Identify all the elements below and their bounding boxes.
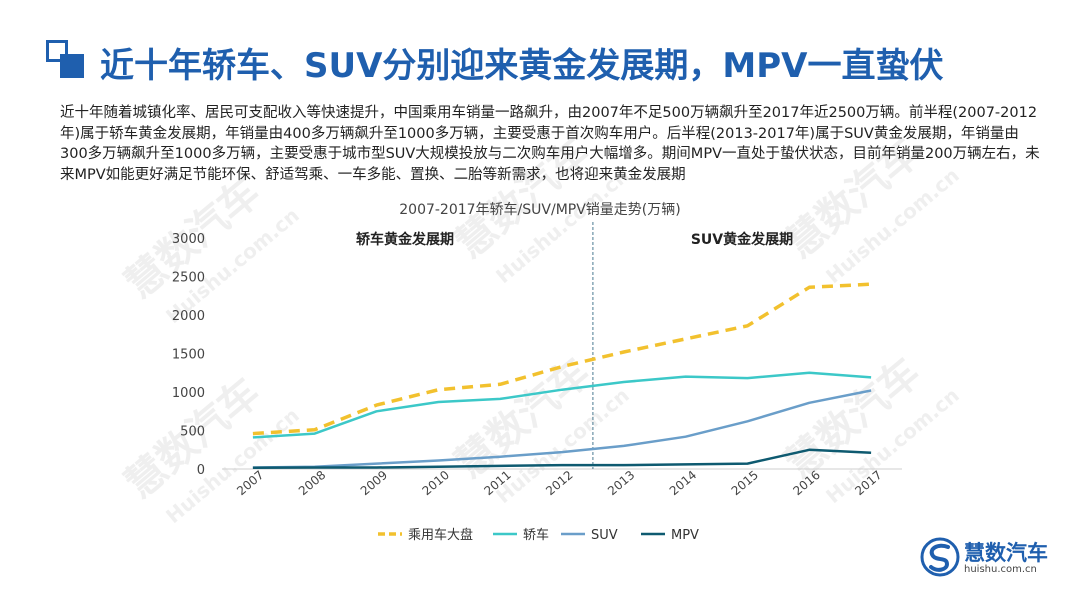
x-tick-label: 2008 — [296, 468, 328, 498]
series-line-SUV — [252, 389, 872, 469]
x-tick-label: 2013 — [605, 468, 637, 498]
legend-label-SUV: SUV — [591, 528, 618, 543]
x-tick-label: 2014 — [667, 468, 699, 498]
legend-label-乘用车大盘: 乘用车大盘 — [408, 527, 473, 543]
chart-title: 2007-2017年轿车/SUV/MPV销量走势(万辆) — [399, 202, 681, 218]
x-tick-label: 2009 — [358, 468, 390, 498]
y-tick-label: 2500 — [172, 271, 205, 286]
legend-label-轿车: 轿车 — [523, 527, 549, 543]
series-line-MPV — [252, 448, 872, 470]
intro-paragraph: 近十年随着城镇化率、居民可支配收入等快速提升，中国乘用车销量一路飙升，由2007… — [60, 105, 1040, 183]
logo-mark-icon — [920, 537, 960, 577]
y-tick-label: 1000 — [172, 386, 205, 401]
y-tick-label: 2000 — [172, 309, 205, 324]
x-tick-label: 2010 — [420, 468, 452, 498]
y-tick-label: 0 — [197, 463, 205, 478]
x-tick-label: 2015 — [729, 468, 761, 498]
logo-url: huishu.com.cn — [964, 564, 1037, 575]
brand-logo: 慧数汽车 huishu.com.cn — [920, 533, 1060, 583]
y-tick-label: 3000 — [172, 232, 205, 247]
title-icon — [46, 40, 90, 84]
logo-name: 慧数汽车 — [964, 541, 1048, 565]
page-title: 近十年轿车、SUV分别迎来黄金发展期，MPV一直蛰伏 — [100, 46, 944, 86]
series-line-乘用车大盘 — [252, 282, 872, 436]
annotation-suv-period: SUV黄金发展期 — [691, 231, 793, 248]
y-tick-label: 1500 — [172, 348, 205, 363]
legend-label-MPV: MPV — [671, 528, 699, 543]
annotation-sedan-period: 轿车黄金发展期 — [356, 231, 454, 248]
series-line-轿车 — [252, 371, 872, 439]
y-tick-label: 500 — [180, 425, 205, 440]
